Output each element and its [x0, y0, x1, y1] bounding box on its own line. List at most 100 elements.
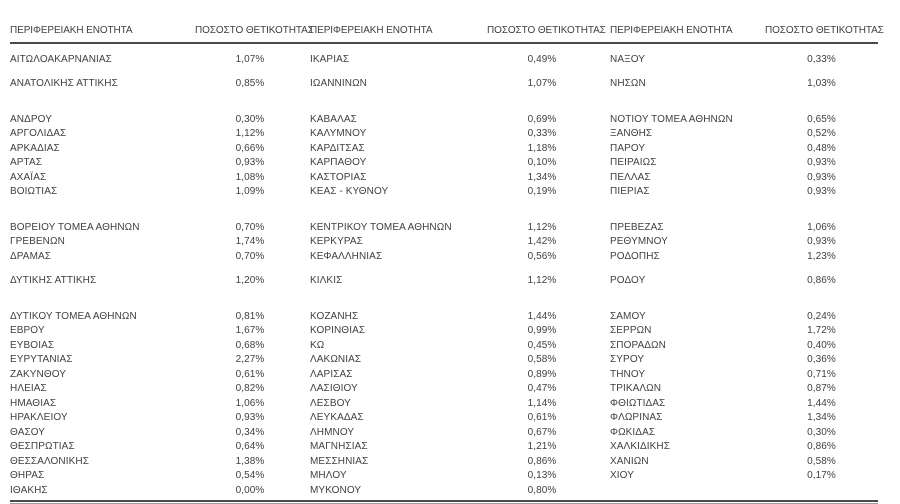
region-name: ΘΗΡΑΣ — [10, 470, 45, 481]
positivity-value: 1,12% — [527, 275, 557, 286]
table-row: ΘΕΣΣΑΛΟΝΙΚΗΣ 1,38% ΜΕΣΣΗΝΙΑΣ 0,86% ΧΑΝΙΩΝ 0,5… — [10, 455, 878, 470]
table-row: ΗΡΑΚΛΕΙΟΥ 0,93% ΛΕΥΚΑΔΑΣ 0,61% ΦΛΩΡΙΝΑΣ 1,34% — [10, 411, 878, 426]
region-name: ΧΑΝΙΩΝ — [610, 455, 649, 467]
table-header-row: ΠΕΡΙΦΕΡΕΙΑΚΗ ΕΝΟΤΗΤΑ ΠΟΣΟΣΤΟ ΘΕΤΙΚΟΤΗΤΑΣ… — [10, 24, 884, 39]
table-row: ΖΑΚΥΝΘΟΥ 0,61% ΛΑΡΙΣΑΣ 0,89% ΤΗΝΟΥ 0,71% — [10, 368, 878, 383]
positivity-value: 0,61% — [235, 368, 265, 380]
region-name: ΧΙΟΥ — [610, 470, 634, 481]
table-row: ΑΡΚΑΔΙΑΣ 0,66% ΚΑΡΔΙΤΣΑΣ 1,18% ΠΑΡΟΥ 0,48% — [10, 142, 878, 157]
positivity-value: 1,18% — [527, 142, 557, 154]
region-name: ΣΠΟΡΑΔΩΝ — [610, 339, 666, 351]
positivity-value: 1,67% — [235, 325, 265, 336]
positivity-value: 2,27% — [235, 354, 265, 365]
column-header-region-2: ΠΕΡΙΦΕΡΕΙΑΚΗ ΕΝΟΤΗΤΑ — [310, 25, 433, 36]
positivity-value: 0,99% — [527, 325, 557, 336]
table-row: ΕΒΡΟΥ 1,67% ΚΟΡΙΝΘΙΑΣ 0,99% ΣΕΡΡΩΝ 1,72% — [10, 324, 878, 339]
region-name: ΡΟΔΟΥ — [610, 275, 646, 286]
table-row: ΔΥΤΙΚΟΥ ΤΟΜΕΑ ΑΘΗΝΩΝ 0,81% ΚΟΖΑΝΗΣ 1,44% ΣΑΜ… — [10, 310, 878, 325]
region-name: ΚΙΛΚΙΣ — [310, 275, 343, 286]
positivity-value: 0,33% — [527, 128, 557, 139]
positivity-value: 1,44% — [807, 397, 836, 409]
region-name: ΝΗΣΩΝ — [610, 78, 646, 89]
region-name: ΚΕΑΣ - ΚΥΘΝΟΥ — [310, 186, 389, 197]
region-name: ΛΗΜΝΟΥ — [310, 426, 355, 438]
region-name: ΦΘΙΩΤΙΔΑΣ — [610, 397, 666, 409]
positivity-value: 1,42% — [527, 236, 557, 247]
region-name: ΚΕΦΑΛΛΗΝΙΑΣ — [310, 250, 383, 262]
region-name: ΦΩΚΙΔΑΣ — [610, 426, 656, 438]
positivity-value: 0,68% — [235, 339, 265, 351]
column-header-region-3: ΠΕΡΙΦΕΡΕΙΑΚΗ ΕΝΟΤΗΤΑ — [610, 25, 733, 36]
positivity-value: 0,58% — [807, 455, 836, 467]
table-row: ΑΙΤΩΛΟΑΚΑΡΝΑΝΙΑΣ 1,07% ΙΚΑΡΙΑΣ 0,49% ΝΑΞΟΥ 0,… — [10, 53, 878, 68]
region-name: ΚΑΣΤΟΡΙΑΣ — [310, 171, 367, 183]
region-name: ΜΥΚΟΝΟΥ — [310, 484, 362, 496]
region-name: ΠΕΙΡΑΙΩΣ — [610, 157, 657, 168]
table-row: ΘΕΣΠΡΩΤΙΑΣ 0,64% ΜΑΓΝΗΣΙΑΣ 1,21% ΧΑΛΚΙΔΙΚΗΣ 0… — [10, 440, 878, 455]
region-name: ΙΩΑΝΝΙΝΩΝ — [310, 78, 367, 89]
positivity-value: 0,52% — [807, 128, 836, 139]
positivity-value: 1,20% — [235, 275, 265, 286]
positivity-value: 0,82% — [235, 383, 265, 394]
positivity-value: 1,07% — [235, 53, 265, 65]
positivity-value: 0,30% — [235, 113, 265, 125]
positivity-value: 0,93% — [235, 157, 265, 168]
region-name: ΠΙΕΡΙΑΣ — [610, 186, 650, 197]
positivity-value: 0,34% — [235, 426, 265, 438]
table-row: ΕΥΡΥΤΑΝΙΑΣ 2,27% ΛΑΚΩΝΙΑΣ 0,58% ΣΥΡΟΥ 0,36% — [10, 353, 878, 368]
column-header-positivity-1: ΠΟΣΟΣΤΟ ΘΕΤΙΚΟΤΗΤΑΣ — [195, 25, 314, 36]
region-name: ΛΑΡΙΣΑΣ — [310, 368, 353, 380]
positivity-value: 1,74% — [235, 236, 265, 247]
region-name: ΠΑΡΟΥ — [610, 142, 646, 154]
positivity-value: 0,93% — [807, 171, 836, 183]
region-name: ΕΥΒΟΙΑΣ — [10, 339, 55, 351]
positivity-value: 0,71% — [807, 368, 836, 380]
region-name: ΘΕΣΣΑΛΟΝΙΚΗΣ — [10, 455, 90, 467]
region-name: ΒΟΙΩΤΙΑΣ — [10, 186, 58, 197]
region-name: ΛΕΥΚΑΔΑΣ — [310, 412, 364, 423]
region-name: ΖΑΚΥΝΘΟΥ — [10, 368, 67, 380]
region-name: ΗΜΑΘΙΑΣ — [10, 397, 57, 409]
positivity-value: 0,70% — [235, 250, 265, 262]
region-name: ΞΑΝΘΗΣ — [610, 128, 653, 139]
region-name: ΙΘΑΚΗΣ — [10, 484, 48, 496]
region-name: ΚΑΛΥΜΝΟΥ — [310, 128, 367, 139]
table-row: ΑΡΤΑΣ 0,93% ΚΑΡΠΑΘΟΥ 0,10% ΠΕΙΡΑΙΩΣ 0,93% — [10, 156, 878, 171]
region-name: ΘΑΣΟΥ — [10, 426, 46, 438]
positivity-value: 0,81% — [235, 310, 265, 322]
region-name: ΣΑΜΟΥ — [610, 310, 646, 322]
positivity-value: 0,00% — [235, 484, 265, 496]
region-name: ΒΟΡΕΙΟΥ ΤΟΜΕΑ ΑΘΗΝΩΝ — [10, 221, 140, 233]
table-row: ΒΟΙΩΤΙΑΣ 1,09% ΚΕΑΣ - ΚΥΘΝΟΥ 0,19% ΠΙΕΡΙΑΣ 0,… — [10, 185, 878, 200]
region-name: ΚΕΝΤΡΙΚΟΥ ΤΟΜΕΑ ΑΘΗΝΩΝ — [310, 221, 452, 233]
positivity-value: 1,12% — [527, 221, 557, 233]
positivity-value: 1,06% — [807, 221, 836, 233]
table-row: ΑΝΔΡΟΥ 0,30% ΚΑΒΑΛΑΣ 0,69% ΝΟΤΙΟΥ ΤΟΜΕΑ ΑΘΗΝ… — [10, 113, 878, 128]
positivity-value: 0,80% — [527, 484, 557, 496]
positivity-value: 0,70% — [235, 221, 265, 233]
table-row: ΗΛΕΙΑΣ 0,82% ΛΑΣΙΘΙΟΥ 0,47% ΤΡΙΚΑΛΩΝ 0,87% — [10, 382, 878, 397]
positivity-value: 0,56% — [527, 250, 557, 262]
positivity-value: 1,06% — [235, 397, 265, 409]
region-name: ΛΑΣΙΘΙΟΥ — [310, 383, 358, 394]
column-header-positivity-2: ΠΟΣΟΣΤΟ ΘΕΤΙΚΟΤΗΤΑΣ — [487, 25, 606, 36]
positivity-value: 1,09% — [235, 186, 265, 197]
positivity-value: 0,89% — [527, 368, 557, 380]
region-name: ΝΟΤΙΟΥ ΤΟΜΕΑ ΑΘΗΝΩΝ — [610, 113, 733, 125]
table-row: ΓΡΕΒΕΝΩΝ 1,74% ΚΕΡΚΥΡΑΣ 1,42% ΡΕΘΥΜΝΟΥ 0,93% — [10, 235, 878, 250]
positivity-value: 1,23% — [807, 250, 836, 262]
table-row: ΒΟΡΕΙΟΥ ΤΟΜΕΑ ΑΘΗΝΩΝ 0,70% ΚΕΝΤΡΙΚΟΥ ΤΟΜΕΑ… — [10, 221, 878, 236]
region-name: ΜΑΓΝΗΣΙΑΣ — [310, 441, 368, 452]
region-name: ΜΕΣΣΗΝΙΑΣ — [310, 455, 369, 467]
region-name: ΚΩ — [310, 339, 325, 351]
positivity-value: 0,93% — [807, 236, 836, 247]
region-name: ΔΥΤΙΚΗΣ ΑΤΤΙΚΗΣ — [10, 275, 97, 286]
region-name: ΡΟΔΟΠΗΣ — [610, 250, 660, 262]
region-name: ΘΕΣΠΡΩΤΙΑΣ — [10, 441, 75, 452]
region-name: ΜΗΛΟΥ — [310, 470, 347, 481]
region-name: ΠΡΕΒΕΖΑΣ — [610, 221, 664, 233]
region-name: ΑΝΔΡΟΥ — [10, 113, 52, 125]
positivity-value: 0,45% — [527, 339, 557, 351]
positivity-value: 1,72% — [807, 325, 836, 336]
positivity-value: 0,58% — [527, 354, 557, 365]
